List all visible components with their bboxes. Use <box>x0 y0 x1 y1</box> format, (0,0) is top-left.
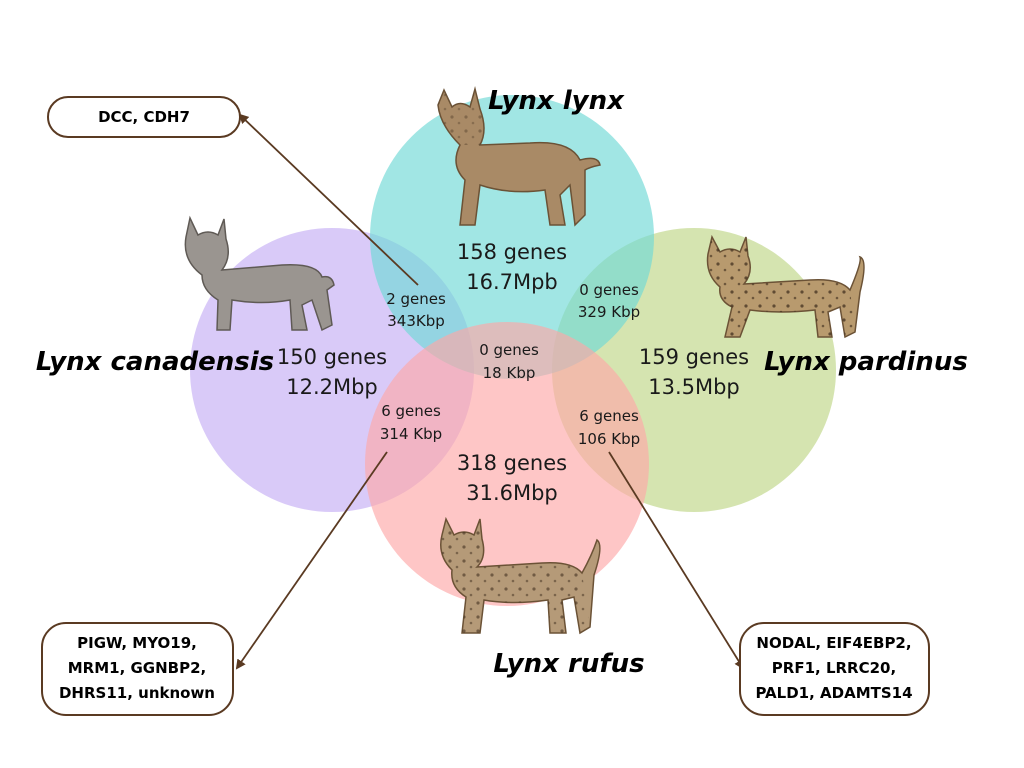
region-pardinus-rufus: 6 genes 106 Kbp <box>578 407 640 448</box>
region-canadensis-only: 150 genes 12.2Mbp <box>277 345 387 399</box>
region-genes: 0 genes <box>579 281 639 299</box>
callout-line: PRF1, LRRC20, <box>772 659 896 677</box>
callout-line: PALD1, ADAMTS14 <box>755 684 912 702</box>
arrow-bottom-right <box>608 451 745 670</box>
region-rufus-only: 318 genes 31.6Mbp <box>457 451 567 505</box>
region-lynx-pardinus: 0 genes 329 Kbp <box>578 281 640 321</box>
region-genes: 318 genes <box>457 451 567 475</box>
species-label-rufus: Lynx rufus <box>493 649 644 679</box>
region-genes: 150 genes <box>277 345 387 369</box>
region-genes: 2 genes <box>386 290 446 308</box>
canada-lynx-illustration <box>184 215 335 332</box>
callout-arrows <box>235 113 745 670</box>
region-size: 16.7Mpb <box>466 270 558 294</box>
callout-line: DHRS11, unknown <box>59 684 215 702</box>
callout-bottom-right: NODAL, EIF4EBP2, PRF1, LRRC20, PALD1, AD… <box>739 622 930 716</box>
region-size: 13.5Mbp <box>648 375 740 399</box>
region-size: 314 Kbp <box>380 425 442 443</box>
region-genes: 158 genes <box>457 240 567 264</box>
arrow-top-left <box>238 113 419 286</box>
region-lynx-canadensis: 2 genes 343Kbp <box>386 290 446 330</box>
region-genes: 159 genes <box>639 345 749 369</box>
callout-box <box>739 622 930 716</box>
region-pardinus-only: 159 genes 13.5Mbp <box>639 345 749 399</box>
region-canadensis-rufus: 6 genes 314 Kbp <box>380 402 442 443</box>
callout-top-left: DCC, CDH7 <box>47 96 241 138</box>
species-label-lynx: Lynx lynx <box>488 86 625 116</box>
callout-line: PIGW, MYO19, <box>77 634 197 652</box>
region-size: 106 Kbp <box>578 430 640 448</box>
lynx-lynx-illustration <box>437 86 601 227</box>
bobcat-illustration <box>440 516 601 635</box>
region-center: 0 genes 18 Kbp <box>479 341 539 382</box>
circle-lynx-rufus <box>365 322 649 606</box>
callout-bottom-left: PIGW, MYO19, MRM1, GGNBP2, DHRS11, unkno… <box>41 622 234 716</box>
region-genes: 6 genes <box>579 407 639 425</box>
callout-box <box>41 622 234 716</box>
species-label-canadensis: Lynx canadensis <box>36 347 274 377</box>
region-size: 12.2Mbp <box>286 375 378 399</box>
callout-box <box>47 96 241 138</box>
region-size: 31.6Mbp <box>466 481 558 505</box>
region-size: 329 Kbp <box>578 303 640 321</box>
region-size: 343Kbp <box>387 312 445 330</box>
region-genes: 6 genes <box>381 402 441 420</box>
region-lynx-only: 158 genes 16.7Mpb <box>457 240 567 294</box>
callout-line: DCC, CDH7 <box>98 108 190 126</box>
arrow-bottom-left <box>235 451 388 670</box>
iberian-lynx-illustration <box>706 234 865 339</box>
callout-line: NODAL, EIF4EBP2, <box>756 634 911 652</box>
species-label-pardinus: Lynx pardinus <box>764 347 968 377</box>
region-genes: 0 genes <box>479 341 539 359</box>
callout-line: MRM1, GGNBP2, <box>68 659 207 677</box>
region-size: 18 Kbp <box>483 364 536 382</box>
